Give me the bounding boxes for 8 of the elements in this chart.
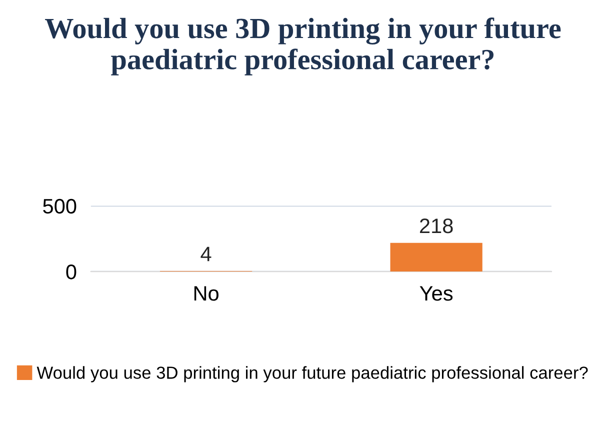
- chart-title: Would you use 3D printing in your future paediatric professional career?: [45, 18, 561, 76]
- legend-label: Would you use 3D printing in your future paediatric professional career?: [36, 366, 588, 382]
- data-label: 218: [420, 218, 453, 234]
- x-tick-label: No: [194, 286, 218, 301]
- y-tick-label: 500: [43, 198, 76, 214]
- data-label: 4: [200, 246, 212, 262]
- x-tick-label: Yes: [420, 286, 453, 301]
- y-tick-label: 0: [66, 264, 76, 280]
